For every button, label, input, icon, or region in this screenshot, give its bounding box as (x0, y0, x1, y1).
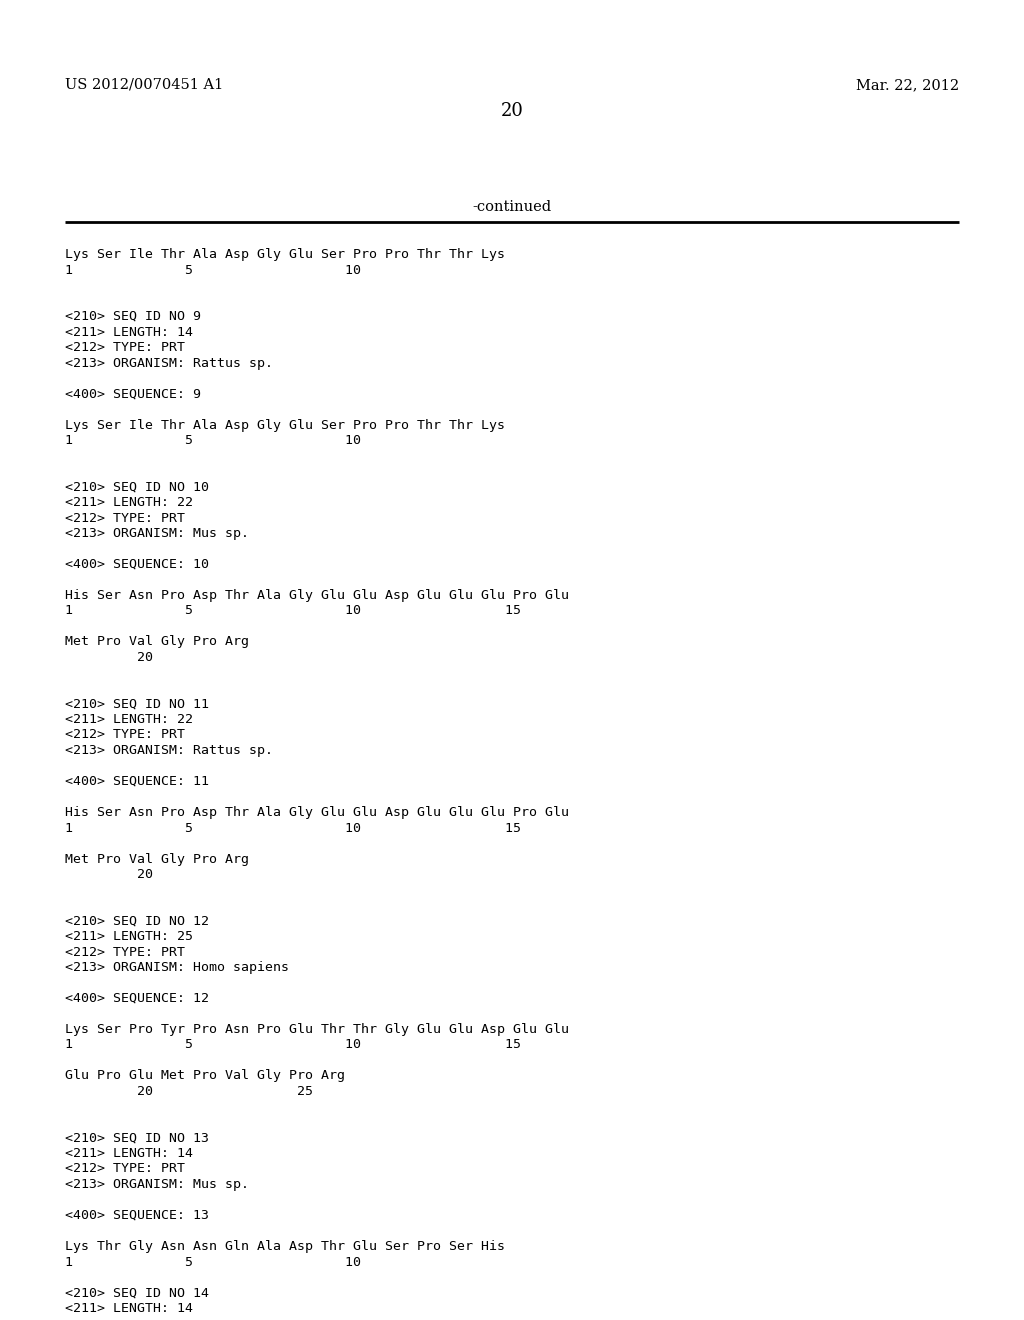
Text: 20: 20 (501, 102, 523, 120)
Text: <213> ORGANISM: Rattus sp.: <213> ORGANISM: Rattus sp. (65, 356, 273, 370)
Text: <213> ORGANISM: Homo sapiens: <213> ORGANISM: Homo sapiens (65, 961, 289, 974)
Text: 1              5                   10: 1 5 10 (65, 1255, 361, 1269)
Text: <211> LENGTH: 14: <211> LENGTH: 14 (65, 1147, 193, 1160)
Text: <210> SEQ ID NO 11: <210> SEQ ID NO 11 (65, 697, 209, 710)
Text: <211> LENGTH: 22: <211> LENGTH: 22 (65, 496, 193, 510)
Text: Lys Ser Pro Tyr Pro Asn Pro Glu Thr Thr Gly Glu Glu Asp Glu Glu: Lys Ser Pro Tyr Pro Asn Pro Glu Thr Thr … (65, 1023, 569, 1036)
Text: <212> TYPE: PRT: <212> TYPE: PRT (65, 341, 185, 354)
Text: <212> TYPE: PRT: <212> TYPE: PRT (65, 729, 185, 742)
Text: Lys Ser Ile Thr Ala Asp Gly Glu Ser Pro Pro Thr Thr Lys: Lys Ser Ile Thr Ala Asp Gly Glu Ser Pro … (65, 418, 505, 432)
Text: <211> LENGTH: 25: <211> LENGTH: 25 (65, 931, 193, 942)
Text: -continued: -continued (472, 201, 552, 214)
Text: Met Pro Val Gly Pro Arg: Met Pro Val Gly Pro Arg (65, 853, 249, 866)
Text: <211> LENGTH: 22: <211> LENGTH: 22 (65, 713, 193, 726)
Text: His Ser Asn Pro Asp Thr Ala Gly Glu Glu Asp Glu Glu Glu Pro Glu: His Ser Asn Pro Asp Thr Ala Gly Glu Glu … (65, 589, 569, 602)
Text: <400> SEQUENCE: 12: <400> SEQUENCE: 12 (65, 993, 209, 1005)
Text: <400> SEQUENCE: 11: <400> SEQUENCE: 11 (65, 775, 209, 788)
Text: 1              5                   10                  15: 1 5 10 15 (65, 821, 521, 834)
Text: 20                  25: 20 25 (65, 1085, 313, 1098)
Text: <210> SEQ ID NO 9: <210> SEQ ID NO 9 (65, 310, 201, 323)
Text: <213> ORGANISM: Mus sp.: <213> ORGANISM: Mus sp. (65, 527, 249, 540)
Text: 1              5                   10                  15: 1 5 10 15 (65, 605, 521, 618)
Text: <211> LENGTH: 14: <211> LENGTH: 14 (65, 326, 193, 338)
Text: <211> LENGTH: 14: <211> LENGTH: 14 (65, 1302, 193, 1315)
Text: <212> TYPE: PRT: <212> TYPE: PRT (65, 945, 185, 958)
Text: <212> TYPE: PRT: <212> TYPE: PRT (65, 1163, 185, 1176)
Text: <213> ORGANISM: Rattus sp.: <213> ORGANISM: Rattus sp. (65, 744, 273, 756)
Text: <400> SEQUENCE: 10: <400> SEQUENCE: 10 (65, 558, 209, 572)
Text: Lys Ser Ile Thr Ala Asp Gly Glu Ser Pro Pro Thr Thr Lys: Lys Ser Ile Thr Ala Asp Gly Glu Ser Pro … (65, 248, 505, 261)
Text: <210> SEQ ID NO 13: <210> SEQ ID NO 13 (65, 1131, 209, 1144)
Text: Mar. 22, 2012: Mar. 22, 2012 (856, 78, 959, 92)
Text: <400> SEQUENCE: 13: <400> SEQUENCE: 13 (65, 1209, 209, 1222)
Text: 1              5                   10: 1 5 10 (65, 264, 361, 276)
Text: <212> TYPE: PRT: <212> TYPE: PRT (65, 511, 185, 524)
Text: Lys Thr Gly Asn Asn Gln Ala Asp Thr Glu Ser Pro Ser His: Lys Thr Gly Asn Asn Gln Ala Asp Thr Glu … (65, 1239, 505, 1253)
Text: <400> SEQUENCE: 9: <400> SEQUENCE: 9 (65, 388, 201, 400)
Text: Met Pro Val Gly Pro Arg: Met Pro Val Gly Pro Arg (65, 635, 249, 648)
Text: 20: 20 (65, 651, 153, 664)
Text: 20: 20 (65, 869, 153, 880)
Text: <210> SEQ ID NO 14: <210> SEQ ID NO 14 (65, 1287, 209, 1299)
Text: 1              5                   10                  15: 1 5 10 15 (65, 1039, 521, 1052)
Text: US 2012/0070451 A1: US 2012/0070451 A1 (65, 78, 223, 92)
Text: His Ser Asn Pro Asp Thr Ala Gly Glu Glu Asp Glu Glu Glu Pro Glu: His Ser Asn Pro Asp Thr Ala Gly Glu Glu … (65, 807, 569, 818)
Text: Glu Pro Glu Met Pro Val Gly Pro Arg: Glu Pro Glu Met Pro Val Gly Pro Arg (65, 1069, 345, 1082)
Text: <210> SEQ ID NO 10: <210> SEQ ID NO 10 (65, 480, 209, 494)
Text: 1              5                   10: 1 5 10 (65, 434, 361, 447)
Text: <213> ORGANISM: Mus sp.: <213> ORGANISM: Mus sp. (65, 1177, 249, 1191)
Text: <210> SEQ ID NO 12: <210> SEQ ID NO 12 (65, 915, 209, 928)
